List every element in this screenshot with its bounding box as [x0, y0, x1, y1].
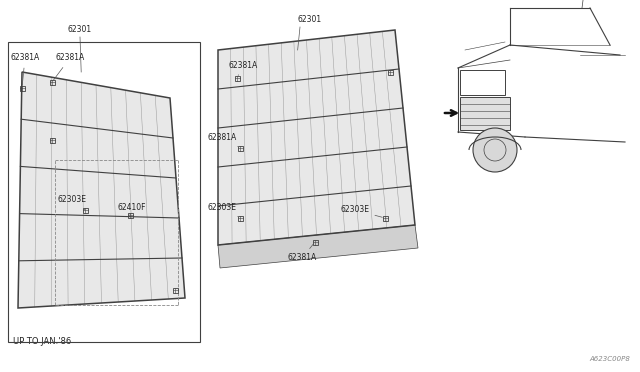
Text: 62381A: 62381A	[207, 134, 237, 147]
Text: 62381A: 62381A	[10, 54, 40, 85]
Text: 62381A: 62381A	[287, 244, 317, 263]
Text: UP TO JAN.'86: UP TO JAN.'86	[13, 337, 71, 346]
Text: 62301: 62301	[298, 15, 322, 24]
Text: 62301: 62301	[68, 25, 92, 34]
Text: 62410F: 62410F	[118, 202, 147, 215]
Text: 62303E: 62303E	[340, 205, 382, 217]
Polygon shape	[218, 30, 415, 245]
Text: 62303E: 62303E	[58, 196, 86, 210]
Polygon shape	[218, 225, 418, 268]
Polygon shape	[18, 72, 185, 308]
Text: A623C00P8: A623C00P8	[589, 356, 630, 362]
Text: 62381A: 62381A	[54, 54, 84, 80]
Polygon shape	[460, 97, 510, 130]
Circle shape	[473, 128, 517, 172]
Text: 62381A: 62381A	[228, 61, 258, 76]
Text: 62303E: 62303E	[207, 203, 237, 217]
